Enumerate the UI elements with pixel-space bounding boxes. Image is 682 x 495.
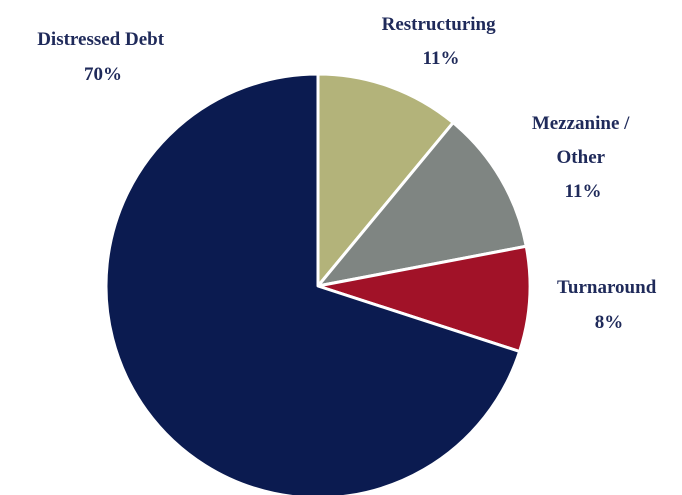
pie-slice-turnaround <box>316 244 532 354</box>
slice-label-distressed-debt-line-2: 70% <box>84 64 122 85</box>
pie-slice-mezzanine <box>316 121 528 288</box>
slice-label-restructuring: Restructuring 11% <box>382 14 501 69</box>
slice-label-distressed-debt: Distressed Debt 70% <box>37 29 169 85</box>
slice-label-restructuring-line-1: Restructuring <box>382 14 496 35</box>
pie-slice-restructuring <box>316 72 455 288</box>
slice-label-turnaround-line-1: Turnaround <box>557 277 657 298</box>
pie-slices <box>104 72 532 495</box>
slice-label-turnaround-line-2: 8% <box>595 312 624 333</box>
slice-label-restructuring-line-2: 11% <box>423 48 460 69</box>
slice-label-mezzanine-other-line-2: Other <box>557 147 606 168</box>
slice-label-mezzanine-other: Mezzanine / Other 11% <box>532 113 634 202</box>
pie-slice-distressed-debt <box>104 72 522 495</box>
slice-label-turnaround: Turnaround 8% <box>557 277 661 333</box>
slice-label-distressed-debt-line-1: Distressed Debt <box>37 29 165 50</box>
slice-label-mezzanine-other-line-1: Mezzanine / <box>532 113 630 134</box>
slice-label-mezzanine-other-line-3: 11% <box>565 181 602 202</box>
